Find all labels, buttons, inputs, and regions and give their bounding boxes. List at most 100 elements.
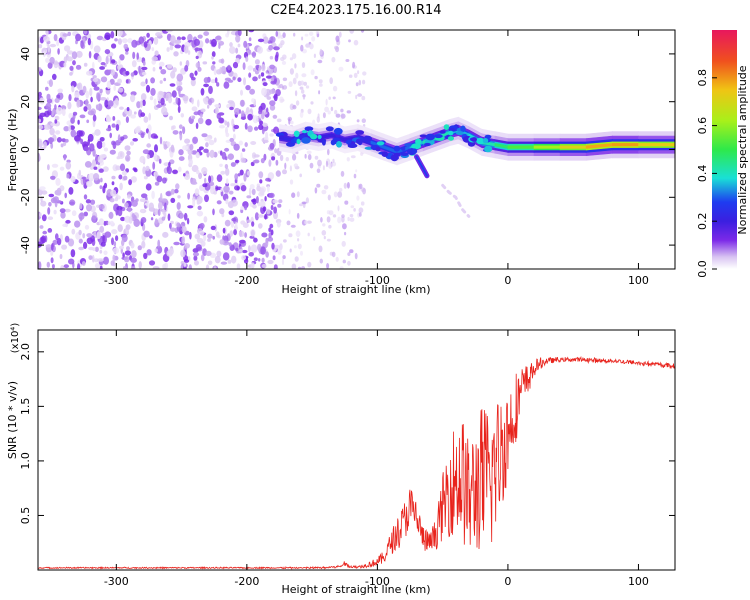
ridge-blob (415, 138, 422, 145)
noise-speckle (63, 154, 67, 161)
noise-speckle (223, 185, 230, 193)
noise-speckle (244, 232, 248, 238)
noise-speckle (131, 266, 136, 269)
noise-speckle (267, 172, 275, 180)
noise-speckle (205, 118, 212, 126)
noise-speckle (195, 55, 199, 60)
noise-speckle (178, 149, 184, 156)
noise-speckle (269, 89, 276, 95)
ridge-blob (448, 130, 454, 136)
ridge-blob (336, 141, 342, 148)
noise-speckle (151, 47, 155, 52)
noise-speckle (247, 65, 254, 71)
noise-speckle (178, 87, 181, 96)
noise-speckle (345, 59, 350, 62)
noise-speckle (169, 83, 176, 87)
noise-speckle (137, 245, 142, 251)
noise-speckle (48, 193, 55, 198)
noise-speckle (54, 115, 60, 121)
noise-speckle (276, 221, 281, 228)
noise-speckle (262, 139, 269, 144)
ridge-blob (279, 135, 284, 139)
noise-speckle (228, 210, 235, 216)
noise-speckle (117, 64, 122, 70)
colorbar (712, 30, 737, 269)
noise-speckle (171, 90, 177, 98)
noise-speckle (304, 153, 307, 159)
noise-speckle (151, 190, 155, 200)
noise-speckle (313, 53, 316, 58)
noise-speckle (209, 149, 215, 158)
noise-speckle (181, 36, 186, 41)
noise-speckle (238, 140, 243, 146)
snr-y-ticks: 0.5 1.0 1.5 2.0 (19, 343, 675, 524)
noise-speckle (260, 102, 266, 110)
noise-speckle (131, 60, 137, 68)
noise-speckle (54, 98, 60, 103)
noise-speckle (150, 77, 156, 84)
noise-speckle (103, 147, 108, 152)
noise-speckle (228, 242, 232, 247)
noise-speckle (319, 48, 323, 56)
noise-speckle (51, 264, 55, 269)
ridge-blob (296, 138, 301, 145)
noise-speckle (50, 122, 57, 127)
noise-speckle (229, 46, 236, 54)
noise-speckle (163, 143, 168, 150)
noise-speckle (48, 79, 54, 87)
noise-speckle (170, 188, 175, 195)
noise-speckle (133, 111, 137, 115)
noise-speckle (197, 66, 202, 72)
noise-speckle (277, 203, 282, 208)
noise-speckle (146, 154, 151, 160)
noise-speckle (111, 237, 114, 246)
noise-speckle (64, 138, 69, 143)
noise-speckle (138, 36, 145, 45)
noise-speckle (352, 61, 356, 69)
noise-speckle (282, 77, 288, 82)
noise-speckle (130, 94, 136, 103)
noise-speckle (252, 76, 258, 82)
noise-speckle (83, 211, 89, 217)
noise-speckle (119, 182, 123, 191)
noise-speckle (164, 202, 167, 211)
noise-speckle (125, 70, 130, 76)
noise-speckle (92, 61, 95, 70)
noise-speckle (87, 37, 92, 46)
noise-speckle (216, 174, 223, 183)
noise-speckle (97, 155, 104, 163)
noise-speckle (323, 185, 329, 190)
noise-speckle (327, 148, 330, 156)
noise-speckle (238, 230, 245, 237)
noise-speckle (192, 136, 199, 144)
noise-speckle (301, 89, 305, 94)
noise-speckle (331, 56, 336, 63)
noise-speckle (213, 266, 217, 269)
noise-speckle (47, 164, 50, 171)
noise-speckle (43, 124, 51, 130)
noise-speckle (293, 32, 296, 37)
noise-speckle (227, 100, 234, 104)
noise-speckle (291, 192, 296, 198)
noise-speckle (92, 75, 97, 79)
noise-speckle (67, 238, 75, 247)
noise-speckle (222, 252, 230, 261)
noise-speckle (196, 169, 200, 175)
noise-speckle (64, 208, 71, 213)
noise-speckle (119, 163, 126, 172)
noise-speckle (154, 218, 158, 225)
noise-speckle (296, 191, 300, 198)
noise-speckle (252, 198, 257, 205)
noise-speckle (194, 233, 201, 240)
noise-speckle (192, 198, 196, 207)
y-tick-label: 40 (19, 47, 32, 61)
snr-x-label: Height of straight line (km) (281, 583, 430, 596)
noise-speckle (203, 77, 209, 84)
x-tick-label: 0 (504, 575, 511, 588)
noise-speckle (353, 173, 357, 179)
noise-speckle (276, 118, 282, 123)
noise-speckle (289, 57, 293, 61)
noise-speckle (300, 44, 304, 52)
noise-speckle (141, 66, 148, 71)
